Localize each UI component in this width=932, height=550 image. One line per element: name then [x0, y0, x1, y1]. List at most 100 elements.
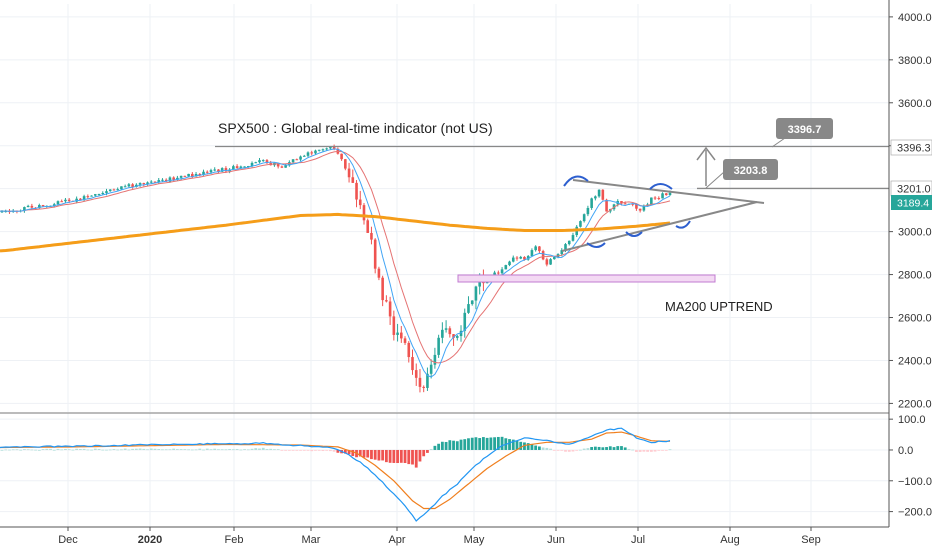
candle-body-60 — [224, 168, 228, 172]
macd-histogram-bar-46 — [172, 448, 176, 450]
candle-body-38 — [142, 183, 146, 185]
macd-histogram-bar-63 — [235, 449, 239, 450]
candle-body-83 — [310, 152, 314, 154]
macd-histogram-bar-16 — [60, 449, 64, 451]
macd-histogram-bar-28 — [105, 449, 108, 451]
macd-histogram-bar-148 — [552, 449, 556, 451]
macd-histogram-bar-118 — [440, 441, 444, 450]
time-tick-label-0: Dec — [58, 534, 78, 546]
support-zone — [457, 274, 716, 283]
candle-body-101 — [377, 268, 381, 278]
macd-histogram-bar-33 — [123, 448, 127, 450]
macd-tick-label-0: 100.0 — [898, 414, 926, 426]
macd-histogram-bar-133 — [496, 436, 500, 450]
candle-body-10 — [38, 205, 41, 209]
macd-histogram-bar-61 — [228, 449, 232, 450]
macd-histogram-bar-69 — [258, 448, 261, 450]
candle-body-102 — [381, 277, 384, 301]
macd-histogram-bar-37 — [138, 448, 142, 450]
candle-body-122 — [455, 336, 459, 338]
candle-body-87 — [325, 148, 328, 150]
macd-histogram-bar-162 — [605, 447, 608, 450]
candle-body-56 — [209, 170, 213, 173]
macd-histogram-bar-144 — [537, 446, 541, 450]
price-tag-middle-label: 3201.0 — [897, 184, 931, 196]
macd-histogram-bar-132 — [493, 437, 497, 450]
macd-histogram-bar-151 — [564, 449, 567, 452]
macd-histogram-bar-104 — [388, 449, 392, 463]
macd-histogram-bar-100 — [373, 449, 377, 460]
candle-body-176 — [657, 198, 661, 200]
candle-body-106 — [396, 332, 399, 335]
macd-histogram-bar-17 — [64, 448, 67, 450]
pivot-arc-3 — [586, 242, 606, 248]
candle-body-146 — [545, 259, 549, 265]
candle-body-40 — [149, 181, 153, 183]
macd-histogram-bar-167 — [623, 447, 627, 450]
candle-body-137 — [511, 257, 515, 262]
price-tick-label-8: 2200.0 — [898, 398, 932, 410]
candle-body-53 — [198, 174, 202, 176]
candle-body-42 — [157, 180, 161, 183]
macd-histogram-bar-81 — [302, 449, 306, 451]
macd-histogram-bar-4 — [15, 449, 19, 451]
candle-body-91 — [340, 153, 343, 160]
candle-body-114 — [426, 373, 429, 388]
time-tick-label-5: May — [464, 534, 485, 546]
macd-histogram-bar-145 — [541, 447, 545, 450]
macd-histogram-bar-38 — [142, 448, 146, 450]
candle-body-145 — [541, 251, 545, 260]
candle-body-92 — [344, 159, 347, 169]
candle-body-30 — [112, 189, 116, 191]
macd-histogram-bar-77 — [287, 449, 291, 451]
time-tick-label-2: Feb — [225, 534, 244, 546]
macd-histogram-bar-127 — [474, 437, 478, 450]
macd-tick-label-3: −200.0 — [898, 507, 932, 519]
trend-note: MA200 UPTREND — [665, 299, 773, 314]
candle-body-14 — [52, 204, 56, 206]
macd-histogram-bar-27 — [101, 449, 105, 451]
macd-histogram-bar-109 — [407, 449, 411, 465]
candle-body-118 — [441, 329, 444, 338]
candle-body-48 — [179, 175, 183, 178]
macd-histogram-bar-78 — [291, 449, 295, 451]
macd-line — [0, 427, 671, 522]
macd-histogram-bar-153 — [571, 449, 575, 452]
macd-histogram-bar-84 — [314, 449, 317, 451]
macd-histogram-bar-136 — [508, 439, 511, 450]
candle-body-63 — [235, 166, 239, 169]
candle-body-144 — [538, 246, 541, 252]
macd-histogram-bar-173 — [646, 449, 650, 452]
macd-histogram-bar-12 — [45, 448, 49, 450]
candle-body-175 — [653, 197, 657, 199]
candle-body-104 — [388, 301, 392, 317]
macd-histogram-bar-70 — [261, 447, 265, 450]
candle-body-68 — [254, 162, 258, 164]
macd-histogram-bar-36 — [134, 448, 138, 450]
candle-body-43 — [161, 179, 164, 181]
macd-histogram-bar-86 — [321, 449, 325, 452]
candle-body-159 — [594, 196, 597, 199]
pivot-arc-4 — [625, 231, 643, 237]
candle-body-39 — [146, 182, 149, 185]
macd-histogram-bar-0 — [0, 449, 4, 451]
candle-body-46 — [172, 177, 175, 180]
macd-histogram-bar-39 — [146, 449, 149, 451]
macd-histogram-bar-158 — [590, 447, 594, 450]
candle-body-55 — [205, 171, 209, 173]
price-tick-label-2: 3600.0 — [898, 98, 932, 110]
macd-histogram-bar-129 — [482, 437, 485, 450]
macd-histogram-bar-143 — [534, 445, 538, 450]
macd-histogram-bar-154 — [575, 449, 579, 451]
candle-body-125 — [467, 304, 470, 313]
macd-histogram-bar-110 — [411, 449, 414, 465]
candle-body-24 — [90, 195, 93, 197]
macd-histogram-bar-57 — [213, 448, 217, 450]
macd-histogram-bar-170 — [635, 449, 638, 452]
macd-histogram-bar-107 — [399, 449, 403, 463]
macd-histogram-bar-165 — [616, 446, 620, 450]
candle-body-111 — [414, 370, 418, 378]
candle-body-98 — [366, 220, 370, 233]
